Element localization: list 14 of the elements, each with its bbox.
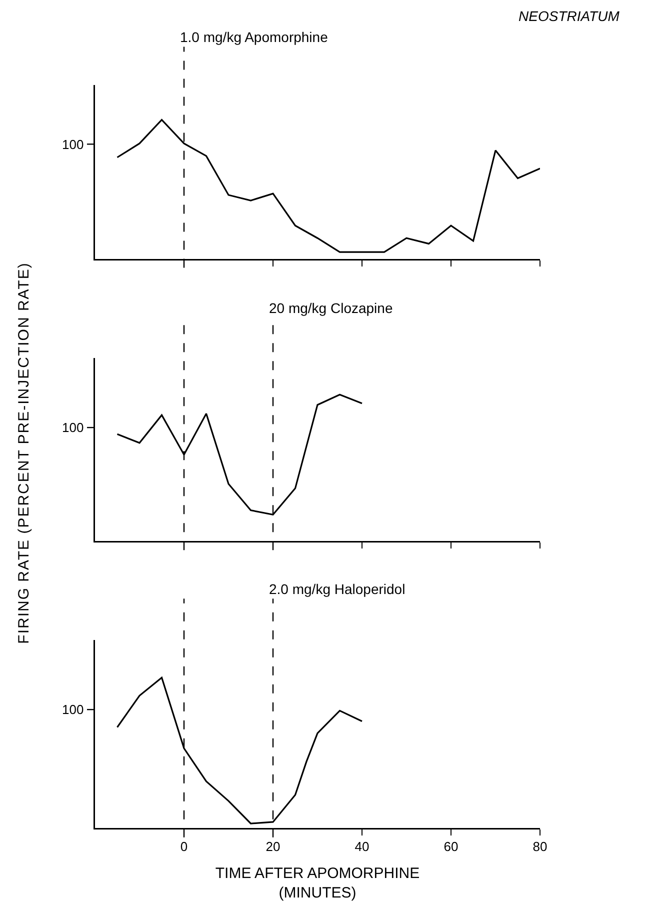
ref-line-label: 2.0 mg/kg Haloperidol	[269, 581, 406, 597]
y-axis-title: FIRING RATE (PERCENT PRE-INJECTION RATE)	[16, 262, 32, 644]
x-tick-label: 60	[444, 838, 458, 854]
x-axis-title: TIME AFTER APOMORPHINE (MINUTES)	[215, 864, 420, 902]
x-tick-label: 0	[180, 838, 188, 854]
x-tick-label: 40	[354, 838, 370, 854]
ref-line-label: 1.0 mg/kg Apomorphine	[180, 29, 328, 45]
text: 100	[62, 702, 84, 717]
ref-line-label: 20 mg/kg Clozapine	[269, 300, 393, 316]
text: 100	[62, 137, 84, 152]
x-tick-label: 20	[266, 838, 280, 854]
text: NEOSTRIATUM	[518, 8, 620, 24]
x-tick-label: 80	[532, 838, 548, 854]
text: 100	[62, 420, 84, 435]
